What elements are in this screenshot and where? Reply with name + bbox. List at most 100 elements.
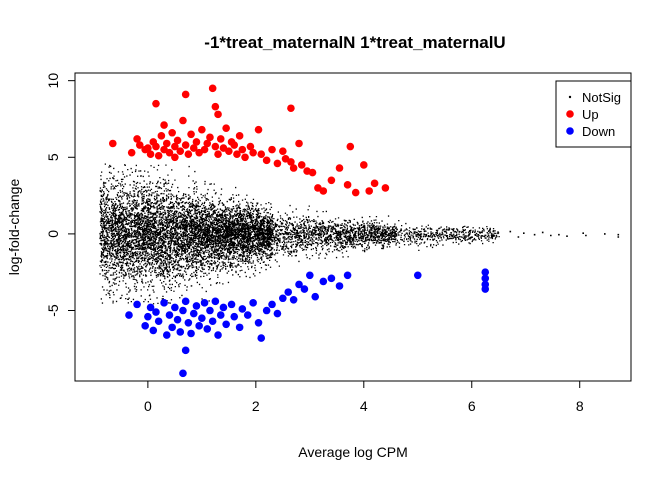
up-point <box>295 139 303 148</box>
up-point <box>208 84 217 93</box>
legend-label-notsig: NotSig <box>582 90 621 105</box>
up-point <box>346 142 355 151</box>
down-point <box>211 297 220 306</box>
down-point <box>160 299 168 307</box>
up-point <box>203 139 212 148</box>
up-point <box>225 147 233 155</box>
down-point <box>189 309 198 318</box>
up-point <box>144 144 152 152</box>
down-point <box>198 314 206 322</box>
down-point <box>125 311 133 319</box>
y-axis-label: log-fold-change <box>6 179 22 276</box>
up-point <box>198 125 206 134</box>
y-tick-label: 10 <box>45 73 61 89</box>
up-point <box>157 132 166 140</box>
up-point <box>200 145 209 154</box>
up-point <box>152 99 160 108</box>
up-point <box>127 148 136 157</box>
legend-marker-down <box>566 127 574 135</box>
down-point <box>327 274 336 283</box>
x-axis-label: Average log CPM <box>298 444 407 460</box>
up-point <box>171 142 179 151</box>
down-point <box>203 325 212 333</box>
down-point <box>284 288 293 296</box>
y-tick-label: 5 <box>45 153 61 161</box>
up-point <box>249 148 257 157</box>
up-point <box>211 102 220 111</box>
points-layer <box>99 84 620 378</box>
up-point <box>343 181 352 189</box>
down-point <box>208 317 217 326</box>
down-point <box>249 299 257 307</box>
down-point <box>144 312 152 321</box>
up-point <box>165 148 174 157</box>
down-point <box>192 302 201 310</box>
down-point <box>176 328 185 336</box>
x-tick-label: 0 <box>144 398 152 414</box>
up-point <box>146 150 155 159</box>
series-down <box>125 268 490 378</box>
x-tick-label: 4 <box>360 398 368 414</box>
down-point <box>222 320 230 329</box>
up-point <box>335 164 344 172</box>
down-point <box>481 274 490 283</box>
up-point <box>133 135 141 143</box>
down-point <box>311 292 320 301</box>
up-point <box>189 144 198 152</box>
down-point <box>154 317 163 326</box>
down-point <box>214 331 222 339</box>
up-point <box>160 121 168 129</box>
up-point <box>246 142 255 151</box>
down-point <box>171 303 179 312</box>
down-point <box>195 322 203 330</box>
legend-marker-notsig <box>568 95 572 99</box>
down-point <box>162 331 171 339</box>
up-point <box>241 153 249 162</box>
legend-label-up: Up <box>582 107 599 122</box>
up-point <box>214 110 222 119</box>
notsig-points <box>99 163 620 305</box>
x-axis: 0 2 4 6 8 <box>144 380 584 414</box>
up-point <box>238 145 247 154</box>
down-point <box>319 277 328 286</box>
up-point <box>184 150 193 159</box>
down-point <box>343 271 352 280</box>
down-point <box>179 306 187 315</box>
up-point <box>365 187 373 195</box>
down-point <box>481 268 490 277</box>
up-point <box>279 147 287 155</box>
down-point <box>413 271 422 280</box>
down-point <box>152 308 160 316</box>
series-up <box>108 84 390 197</box>
up-point <box>254 125 263 134</box>
up-point <box>171 153 179 162</box>
up-point <box>214 150 222 159</box>
up-point <box>162 139 171 148</box>
up-point <box>297 161 306 169</box>
down-point <box>300 285 309 293</box>
up-point <box>181 141 190 149</box>
down-point <box>235 323 244 332</box>
up-point <box>173 136 182 145</box>
down-point <box>243 311 252 319</box>
up-point <box>192 138 201 146</box>
up-point <box>206 133 214 142</box>
down-point <box>227 300 236 309</box>
up-point <box>262 156 271 165</box>
up-point <box>233 150 241 159</box>
up-point <box>216 135 225 143</box>
up-point <box>222 124 230 132</box>
legend-label-down: Down <box>582 124 615 139</box>
up-point <box>308 168 317 177</box>
up-point <box>351 188 360 197</box>
up-point <box>211 142 220 151</box>
y-axis: -5 0 5 10 <box>45 73 76 317</box>
down-point <box>219 303 228 312</box>
down-point <box>187 329 195 338</box>
up-point <box>187 130 195 139</box>
down-point <box>133 300 141 309</box>
up-point <box>152 142 160 151</box>
down-point <box>289 295 298 304</box>
up-point <box>268 145 276 154</box>
legend-marker-up <box>566 110 574 118</box>
